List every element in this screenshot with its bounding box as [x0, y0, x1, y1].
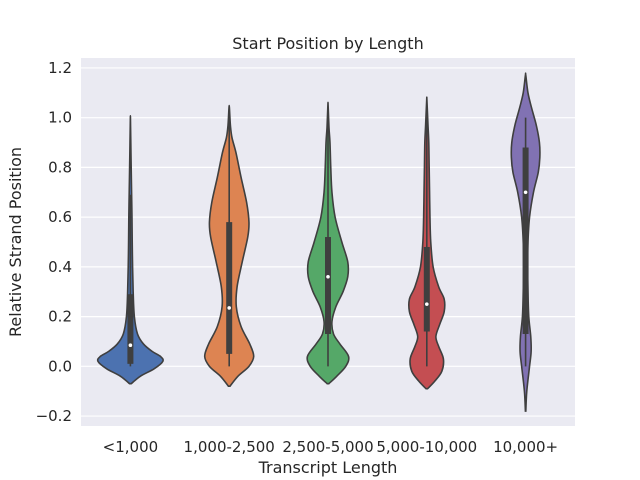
- chart-title: Start Position by Length: [232, 34, 423, 53]
- y-tick-label: 1.2: [48, 59, 72, 77]
- x-tick-label: <1,000: [103, 438, 159, 456]
- x-tick-label: 1,000-2,500: [184, 438, 275, 456]
- y-tick-label: 0.2: [48, 308, 72, 326]
- iqr-box-0: [127, 294, 134, 364]
- x-tick-label: 5,000-10,000: [376, 438, 477, 456]
- median-point-4: [523, 190, 528, 195]
- median-point-3: [425, 302, 429, 306]
- y-tick-label: −0.2: [36, 407, 72, 425]
- iqr-box-1: [226, 222, 233, 354]
- median-point-2: [326, 275, 330, 279]
- x-tick-label: 2,500-5,000: [282, 438, 373, 456]
- x-tick-label: 10,000+: [493, 438, 558, 456]
- y-tick-label: 1.0: [48, 109, 72, 127]
- y-tick-labels: −0.2 0.0 0.2 0.4 0.6 0.8 1.0 1.2: [36, 59, 72, 425]
- iqr-box-4: [522, 147, 529, 334]
- y-tick-label: 0.6: [48, 208, 72, 226]
- median-point-1: [227, 306, 231, 310]
- y-tick-label: 0.8: [48, 158, 72, 176]
- median-point-0: [128, 343, 133, 347]
- violins: [96, 72, 541, 412]
- x-tick-labels: <1,000 1,000-2,500 2,500-5,000 5,000-10,000…: [103, 438, 558, 456]
- y-axis-title: Relative Strand Position: [6, 147, 25, 337]
- iqr-box-2: [325, 237, 331, 334]
- iqr-box-3: [423, 246, 430, 332]
- x-axis-title: Transcript Length: [258, 458, 398, 477]
- y-tick-label: 0.4: [48, 258, 72, 276]
- y-tick-label: 0.0: [48, 357, 72, 375]
